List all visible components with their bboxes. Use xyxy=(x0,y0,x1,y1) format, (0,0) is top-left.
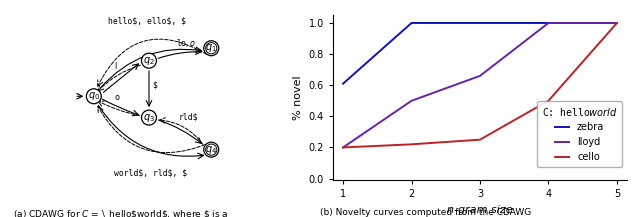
Text: $q_2$: $q_2$ xyxy=(143,55,155,67)
Y-axis label: % novel: % novel xyxy=(293,75,303,120)
Text: (b) Novelty curves computed from the CDAWG
Figure 1a, labeled by their correspon: (b) Novelty curves computed from the CDA… xyxy=(320,208,547,217)
Text: rld$: rld$ xyxy=(179,112,198,121)
Text: $q_0$: $q_0$ xyxy=(88,90,100,102)
Line: lloyd: lloyd xyxy=(343,23,617,147)
lloyd xyxy=(613,22,621,24)
Line: zebra: zebra xyxy=(343,23,617,84)
zebra xyxy=(408,22,415,24)
cello xyxy=(476,138,484,141)
cello xyxy=(339,146,347,149)
lloyd xyxy=(545,22,552,24)
cello xyxy=(613,22,621,24)
Text: hello$, ello$, $: hello$, ello$, $ xyxy=(108,17,186,26)
Legend: zebra, lloyd, cello: zebra, lloyd, cello xyxy=(537,101,622,167)
Circle shape xyxy=(204,142,219,157)
cello xyxy=(408,143,415,146)
zebra xyxy=(476,22,484,24)
X-axis label: n-gram size: n-gram size xyxy=(447,205,513,215)
Text: $: $ xyxy=(152,80,157,89)
Text: (a) CDAWG for $C$ = \_hello\$world\$, where \$ is a
document separator. Dashed a: (a) CDAWG for $C$ = \_hello\$world\$, wh… xyxy=(13,208,251,217)
zebra xyxy=(339,82,347,85)
Text: o: o xyxy=(115,94,120,102)
Text: $q_4$: $q_4$ xyxy=(205,144,218,156)
Text: $q_1$: $q_1$ xyxy=(205,42,217,54)
Circle shape xyxy=(86,89,101,104)
Circle shape xyxy=(204,41,219,56)
zebra xyxy=(545,22,552,24)
Circle shape xyxy=(141,53,156,68)
cello xyxy=(545,99,552,102)
Text: $q_3$: $q_3$ xyxy=(143,112,155,124)
lloyd xyxy=(339,146,347,149)
lloyd xyxy=(408,99,415,102)
Text: l: l xyxy=(114,62,116,71)
Text: world$, rld$, $: world$, rld$, $ xyxy=(114,168,188,177)
Text: lo$,o$: lo$,o$ xyxy=(176,37,196,49)
lloyd xyxy=(476,75,484,77)
Circle shape xyxy=(141,110,156,125)
zebra xyxy=(613,22,621,24)
Line: cello: cello xyxy=(343,23,617,147)
